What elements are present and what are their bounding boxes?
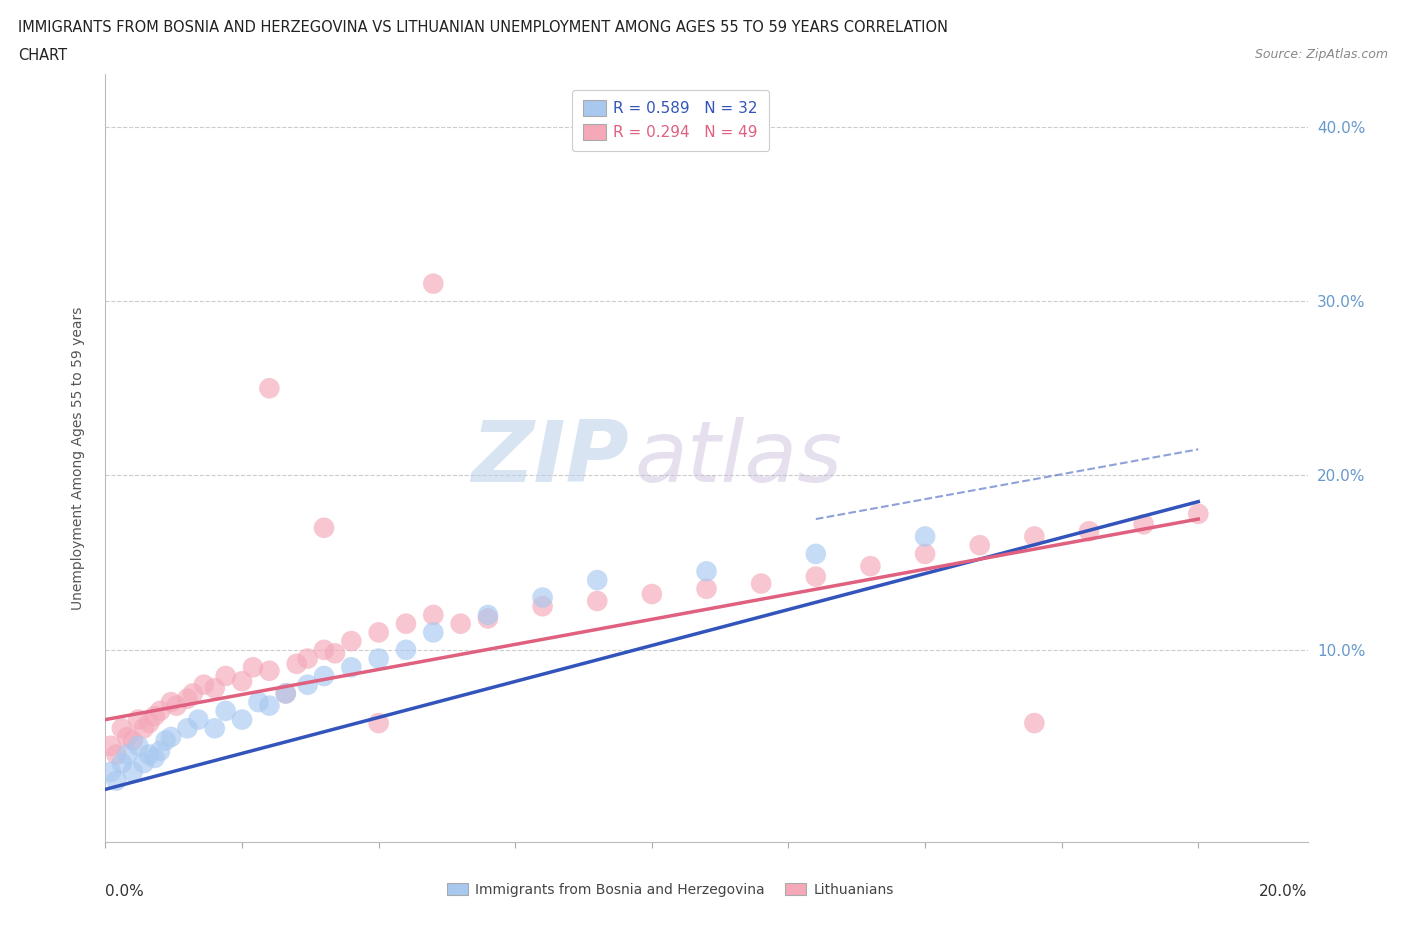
Point — [100, 764, 122, 779]
Point — [242, 660, 264, 675]
Point — [395, 643, 418, 658]
Point — [1078, 524, 1101, 538]
Point — [121, 764, 143, 779]
Point — [127, 738, 149, 753]
Point — [285, 657, 308, 671]
Point — [160, 695, 183, 710]
Point — [1132, 517, 1154, 532]
Point — [204, 681, 226, 696]
Point — [204, 721, 226, 736]
Point — [450, 617, 472, 631]
Point — [367, 716, 389, 731]
Point — [531, 599, 554, 614]
Point — [804, 547, 827, 562]
Point — [641, 587, 664, 602]
Point — [149, 703, 172, 718]
Point — [422, 625, 444, 640]
Point — [259, 663, 281, 678]
Point — [105, 773, 128, 788]
Point — [214, 703, 236, 718]
Point — [297, 677, 319, 692]
Point — [111, 756, 134, 771]
Point — [187, 712, 209, 727]
Point — [132, 756, 155, 771]
Point — [914, 547, 936, 562]
Point — [367, 651, 389, 666]
Point — [259, 698, 281, 713]
Point — [138, 716, 160, 731]
Point — [395, 617, 418, 631]
Point — [231, 673, 253, 688]
Point — [312, 521, 335, 536]
Point — [143, 751, 166, 765]
Point — [231, 712, 253, 727]
Point — [117, 729, 139, 744]
Legend: Immigrants from Bosnia and Herzegovina, Lithuanians: Immigrants from Bosnia and Herzegovina, … — [440, 876, 901, 904]
Point — [105, 747, 128, 762]
Point — [367, 625, 389, 640]
Point — [132, 721, 155, 736]
Point — [181, 686, 204, 701]
Y-axis label: Unemployment Among Ages 55 to 59 years: Unemployment Among Ages 55 to 59 years — [70, 306, 84, 610]
Point — [696, 564, 718, 578]
Point — [143, 709, 166, 724]
Point — [193, 677, 215, 692]
Point — [149, 744, 172, 759]
Text: 20.0%: 20.0% — [1260, 884, 1308, 899]
Point — [914, 529, 936, 544]
Point — [696, 581, 718, 596]
Point — [312, 643, 335, 658]
Point — [259, 381, 281, 396]
Text: Source: ZipAtlas.com: Source: ZipAtlas.com — [1254, 48, 1388, 61]
Point — [422, 607, 444, 622]
Point — [121, 733, 143, 748]
Point — [586, 593, 609, 608]
Text: CHART: CHART — [18, 48, 67, 63]
Point — [160, 729, 183, 744]
Point — [1024, 716, 1046, 731]
Point — [531, 591, 554, 605]
Point — [477, 607, 499, 622]
Point — [1187, 507, 1209, 522]
Point — [117, 747, 139, 762]
Point — [138, 747, 160, 762]
Point — [176, 691, 198, 706]
Point — [312, 669, 335, 684]
Point — [1024, 529, 1046, 544]
Point — [340, 660, 363, 675]
Point — [111, 721, 134, 736]
Text: ZIP: ZIP — [471, 417, 628, 499]
Point — [247, 695, 270, 710]
Point — [127, 712, 149, 727]
Point — [586, 573, 609, 588]
Point — [969, 538, 991, 552]
Point — [323, 646, 346, 661]
Point — [297, 651, 319, 666]
Point — [274, 686, 297, 701]
Point — [422, 276, 444, 291]
Point — [176, 721, 198, 736]
Point — [804, 569, 827, 584]
Point — [166, 698, 188, 713]
Text: atlas: atlas — [634, 417, 842, 499]
Point — [214, 669, 236, 684]
Point — [340, 633, 363, 648]
Point — [100, 738, 122, 753]
Text: 0.0%: 0.0% — [105, 884, 145, 899]
Point — [155, 733, 177, 748]
Text: IMMIGRANTS FROM BOSNIA AND HERZEGOVINA VS LITHUANIAN UNEMPLOYMENT AMONG AGES 55 : IMMIGRANTS FROM BOSNIA AND HERZEGOVINA V… — [18, 20, 948, 35]
Point — [274, 686, 297, 701]
Point — [749, 577, 772, 591]
Point — [859, 559, 882, 574]
Point — [477, 611, 499, 626]
